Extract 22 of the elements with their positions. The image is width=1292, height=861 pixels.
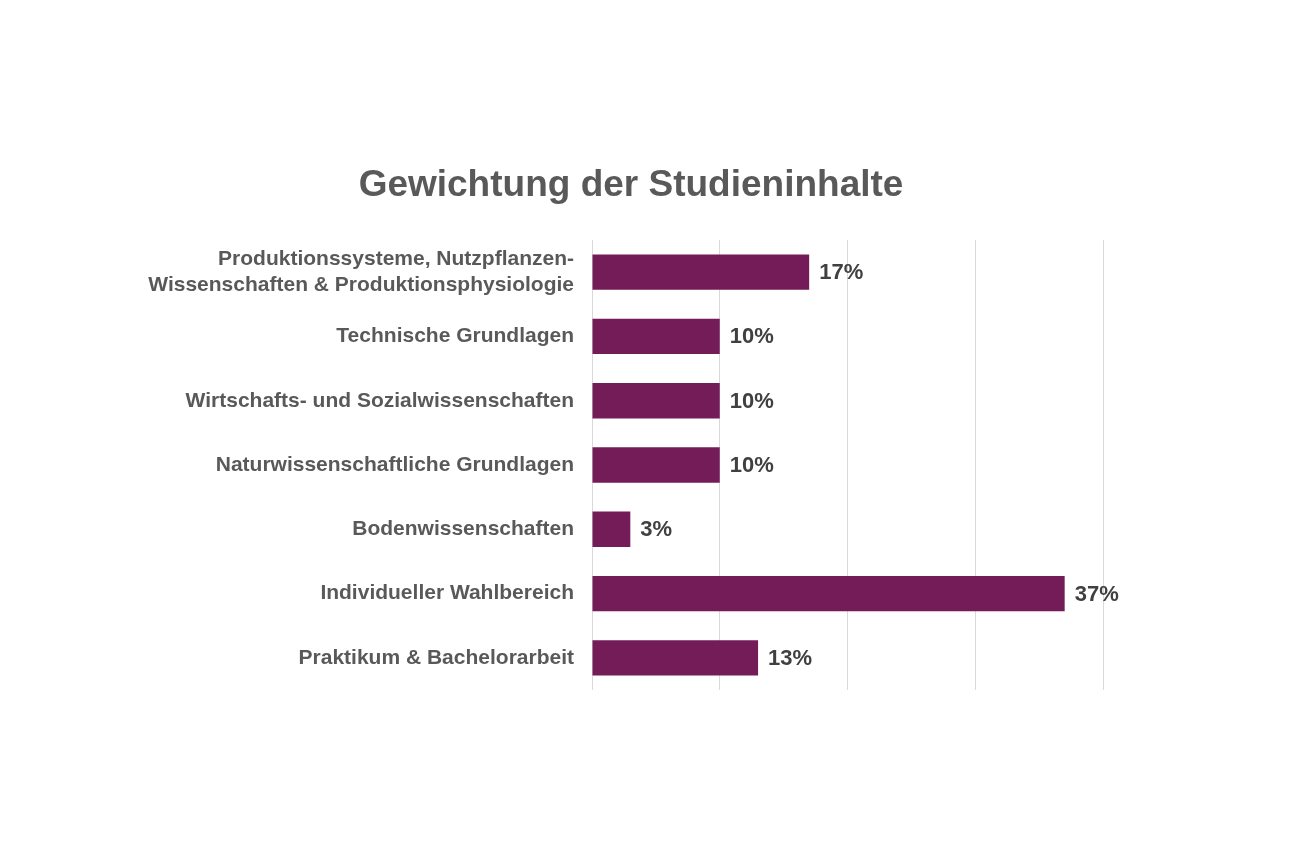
data-label: 37% — [1074, 580, 1119, 606]
bar — [592, 318, 720, 355]
data-label: 10% — [729, 323, 774, 349]
bar — [592, 383, 720, 419]
data-label: 13% — [768, 644, 813, 670]
y-tick-label: Technische Grundlagen — [336, 323, 574, 347]
y-tick-label: Bodenwissenschaften — [352, 516, 574, 540]
bar — [592, 511, 631, 547]
data-label: 10% — [729, 387, 774, 413]
bar — [592, 640, 759, 676]
data-label: 10% — [729, 452, 774, 478]
y-tick-label: Produktionssysteme, Nutzpflanzen-Wissenschaften & Produktionsphysiologie — [148, 246, 574, 295]
bar — [592, 447, 720, 483]
y-tick-label: Praktikum & Bachelorarbeit — [298, 644, 574, 668]
data-label: 3% — [640, 516, 673, 542]
chart-title: Gewichtung der Studieninhalte — [358, 163, 904, 205]
y-tick-label: Naturwissenschaftliche Grundlagen — [215, 451, 574, 475]
data-label: 17% — [819, 259, 864, 285]
bar — [592, 254, 810, 290]
bar — [592, 575, 1065, 612]
y-tick-label: Individueller Wahlbereich — [320, 580, 574, 604]
y-tick-label: Wirtschafts- und Sozialwissenschaften — [185, 387, 574, 411]
